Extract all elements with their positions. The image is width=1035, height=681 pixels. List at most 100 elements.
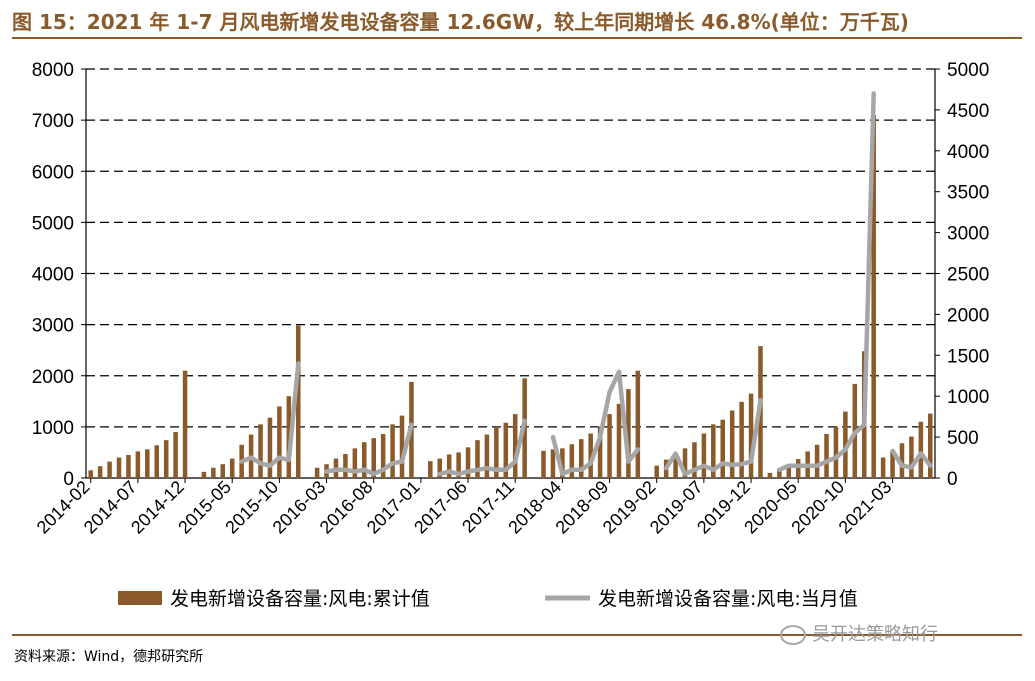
bar-cumulative xyxy=(201,471,207,478)
wechat-icon xyxy=(780,625,806,645)
right-axis-tick-label: 1500 xyxy=(947,346,989,367)
bar-cumulative xyxy=(626,389,631,478)
bar-cumulative xyxy=(211,467,216,478)
left-axis-tick-label: 7000 xyxy=(32,111,74,132)
bar-cumulative xyxy=(541,450,546,478)
right-axis-tick-label: 2000 xyxy=(947,305,989,326)
bar-cumulative xyxy=(154,445,160,478)
right-axis-tick-label: 500 xyxy=(947,428,979,449)
bar-cumulative xyxy=(560,448,565,478)
bar-cumulative xyxy=(258,424,263,478)
bar-cumulative xyxy=(654,465,659,478)
bar-cumulative xyxy=(267,417,273,478)
legend-line-label: 发电新增设备容量:风电:当月值 xyxy=(598,588,858,610)
bar-cumulative xyxy=(597,426,603,478)
bar-cumulative xyxy=(682,448,688,478)
bar-cumulative xyxy=(163,440,169,478)
bar-cumulative xyxy=(145,449,150,478)
left-axis-tick-label: 4000 xyxy=(32,265,74,286)
bar-cumulative xyxy=(229,458,235,478)
left-axis-tick-label: 1000 xyxy=(32,418,74,439)
watermark-text: 吴开达策略知行 xyxy=(812,624,938,645)
bar-cumulative xyxy=(475,440,480,478)
bar-cumulative xyxy=(795,459,801,478)
bar-cumulative xyxy=(814,444,820,478)
bar-cumulative xyxy=(899,443,905,478)
bar-cumulative xyxy=(616,403,622,478)
right-axis-tick-label: 4000 xyxy=(947,142,989,163)
bar-cumulative xyxy=(314,467,320,478)
bar-cumulative xyxy=(107,461,112,478)
bar-cumulative xyxy=(494,426,499,478)
source-note: 资料来源：Wind，德邦研究所 xyxy=(14,649,204,665)
left-axis-tick-label: 5000 xyxy=(32,213,74,234)
bar-cumulative xyxy=(512,414,518,478)
legend-bar-label: 发电新增设备容量:风电:累计值 xyxy=(170,588,430,610)
watermark: 吴开达策略知行 xyxy=(780,620,938,646)
bar-cumulative xyxy=(362,442,367,478)
bar-cumulative xyxy=(220,464,226,478)
bar-cumulative xyxy=(182,370,188,478)
bar-cumulative xyxy=(607,414,612,478)
legend-bar-swatch xyxy=(118,591,162,605)
wind-capacity-chart: 0 1000 2000 3000 4000 5000 6000 7000 8000 0 500 100… xyxy=(32,60,990,610)
right-axis-tick-label: 3500 xyxy=(947,183,989,204)
x-axis-tick-label: 2021-03 xyxy=(835,477,896,538)
bar-cumulative xyxy=(701,433,707,478)
bar-cumulative xyxy=(173,431,178,478)
line-monthly xyxy=(239,91,933,477)
bar-cumulative xyxy=(503,422,509,478)
bar-cumulative xyxy=(465,447,471,478)
title-underline xyxy=(12,37,1022,39)
right-axis-tick-label: 5000 xyxy=(947,60,989,81)
bar-cumulative xyxy=(711,424,716,478)
bar-cumulative xyxy=(446,454,452,478)
bar-cumulative xyxy=(833,426,839,478)
bar-cumulative xyxy=(739,401,744,478)
bar-cumulative xyxy=(748,393,754,478)
left-axis-tick-label: 8000 xyxy=(32,60,74,81)
footer-rule xyxy=(12,634,1022,636)
bar-cumulative xyxy=(88,470,93,478)
bar-cumulative xyxy=(399,415,405,478)
bar-cumulative xyxy=(295,325,301,478)
bar-cumulative xyxy=(352,448,358,478)
bar-cumulative xyxy=(918,421,924,478)
left-axis-tick-label: 0 xyxy=(63,469,74,490)
bar-cumulative xyxy=(890,450,895,478)
bar-cumulative xyxy=(569,444,575,478)
right-axis-tick-label: 0 xyxy=(947,469,958,490)
chart-title: 图 15：2021 年 1-7 月风电新增发电设备容量 12.6GW，较上年同期… xyxy=(12,10,909,34)
left-axis-tick-label: 2000 xyxy=(32,367,74,388)
bar-cumulative xyxy=(484,434,490,478)
bar-cumulative xyxy=(343,453,348,478)
bar-cumulative xyxy=(720,419,726,478)
right-axis-tick-label: 3000 xyxy=(947,224,989,245)
bar-cumulative xyxy=(767,472,773,478)
right-axis-tick-label: 4500 xyxy=(947,101,989,122)
bar-cumulative xyxy=(390,424,395,478)
bar-cumulative xyxy=(456,452,461,478)
bar-cumulative xyxy=(578,439,584,478)
bar-cumulative xyxy=(871,115,876,478)
bar-cumulative xyxy=(437,458,443,478)
bar-cumulative xyxy=(550,449,556,478)
bar-cumulative xyxy=(635,370,641,478)
bar-cumulative xyxy=(824,434,829,478)
bar-cumulative xyxy=(135,451,141,478)
bar-cumulative xyxy=(777,468,782,478)
right-axis-tick-label: 2500 xyxy=(947,265,989,286)
bar-cumulative xyxy=(428,461,433,478)
bar-cumulative xyxy=(97,466,103,478)
bar-cumulative xyxy=(371,438,376,478)
bar-cumulative xyxy=(729,410,735,478)
left-axis-tick-label: 6000 xyxy=(32,162,74,183)
left-axis-tick-label: 3000 xyxy=(32,316,74,337)
bar-cumulative xyxy=(909,436,914,478)
bar-cumulative xyxy=(843,411,848,478)
bar-cumulative xyxy=(928,413,933,478)
bar-cumulative xyxy=(588,433,593,478)
right-axis-tick-label: 1000 xyxy=(947,387,989,408)
bar-cumulative xyxy=(692,442,697,478)
bar-cumulative xyxy=(116,457,122,478)
